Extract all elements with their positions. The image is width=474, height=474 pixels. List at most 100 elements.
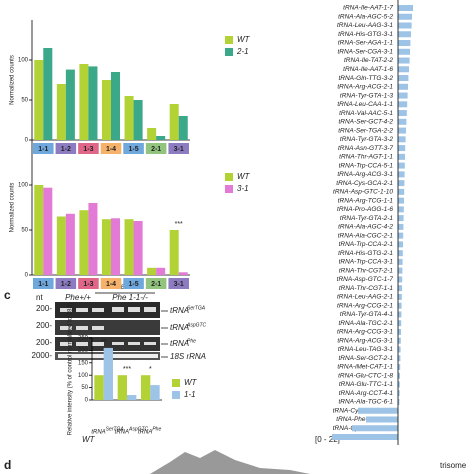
gel-arrows — [161, 310, 168, 358]
bar — [133, 100, 143, 140]
bar — [398, 302, 402, 309]
bar — [398, 241, 403, 248]
bar — [178, 272, 188, 275]
x-tick-label: 1-1 — [38, 281, 48, 288]
row-label: tRNA-Thr-CGT-1-1 — [339, 285, 394, 292]
row-label: tRNA-Ala-AGC-5-2 — [338, 13, 393, 20]
row-label: tRNA-Ile-AAT-1-7 — [343, 5, 393, 12]
bar — [398, 31, 411, 38]
gel-band-label: tRNA — [170, 306, 189, 315]
bar — [56, 216, 66, 275]
y-tick-label: 100 — [78, 373, 89, 379]
row-label: tRNA-Ala-TGC-6-1 — [338, 399, 393, 406]
bar — [398, 180, 405, 187]
gel-band-label: tRNA — [170, 323, 189, 332]
row-label: tRNA-Cys-GCA-2-1 — [336, 180, 393, 187]
gel-marker: 200- — [36, 321, 52, 330]
bar — [79, 210, 89, 275]
row-label: tRNA-Phe-GAA-1-1 — [336, 416, 393, 423]
category-box — [145, 278, 167, 289]
significance: *** — [123, 366, 131, 373]
bar — [398, 206, 404, 213]
row-label: tRNA-Arg-TCG-1-1 — [338, 197, 394, 204]
significance: ** — [101, 339, 107, 346]
bar — [101, 80, 111, 140]
gel-blot — [55, 320, 160, 335]
row-label: tRNA-Asp-GTC-1-7 — [337, 276, 394, 283]
row-label: tRNA-Arg-CCT-4-1 — [339, 390, 394, 397]
category-box — [168, 143, 189, 154]
x-tick-label: 1-5 — [129, 146, 139, 153]
bar — [352, 425, 398, 432]
bar — [398, 57, 410, 64]
row-label: tRNA-iMet-CAT-1-1 — [337, 364, 393, 371]
row-label: tRNA-Ser-CGA-3-1 — [337, 48, 393, 55]
row-label: tRNA-Ser-TGA-2-2 — [338, 127, 393, 134]
bar — [398, 66, 409, 73]
bar — [398, 267, 403, 274]
legend-swatch — [172, 391, 180, 399]
gel-band-label: Phe — [187, 338, 196, 344]
coverage-track — [150, 450, 310, 474]
bar — [127, 395, 137, 400]
row-label: tRNA-Leu-AAG-3-1 — [337, 22, 393, 29]
gel-lane: Phe+/+ — [65, 293, 91, 302]
x-tick-label: tRNA — [91, 430, 105, 436]
row-label: tRNA-Leu-TAG-3-1 — [338, 346, 394, 353]
bar — [88, 203, 98, 275]
legend-label: WT — [184, 378, 198, 387]
y-tick-label: 150 — [78, 360, 89, 366]
bar — [398, 258, 403, 265]
x-tick-label: 1-5 — [129, 281, 139, 288]
category-box — [145, 143, 167, 154]
bar — [398, 372, 400, 379]
bar — [147, 267, 157, 275]
gel-header: Brain — [113, 282, 132, 291]
row-label: tRNA-Leu-CAA-1-1 — [337, 101, 393, 108]
panel-label: c — [4, 288, 11, 302]
bar — [398, 22, 412, 29]
row-label: tRNA-Arg-CCG-2-1 — [337, 302, 393, 309]
gel-band-label: AspGTC — [186, 322, 207, 328]
gel-band-label: tRNA — [170, 339, 189, 348]
category-box — [78, 278, 99, 289]
bar — [124, 96, 134, 140]
legend-swatch — [225, 36, 233, 44]
bar — [178, 116, 188, 140]
row-label: tRNA-His-GTG-2-1 — [338, 250, 393, 257]
y-tick-label: 100 — [18, 183, 29, 189]
track-name: trisome — [440, 461, 467, 470]
track-range: [0 - 22] — [315, 435, 340, 444]
x-tick-label: 1-4 — [106, 281, 116, 288]
bar — [398, 5, 413, 11]
category-box — [33, 278, 54, 289]
bar — [398, 355, 401, 362]
bar — [169, 230, 179, 275]
bar — [34, 185, 44, 275]
row-label: tRNA-Pro-AGG-1-6 — [337, 206, 393, 213]
row-label: tRNA-Asn-GTT-3-7 — [338, 145, 393, 152]
bar — [398, 337, 401, 344]
row-label: tRNA-Ser-GCT-2-1 — [338, 355, 393, 362]
row-label: tRNA-Arg-ACG-2-1 — [337, 84, 393, 91]
track-label: WT — [82, 435, 96, 444]
category-box — [55, 278, 77, 289]
row-label: tRNA-Thr-CGT-2-1 — [339, 267, 394, 274]
bar — [332, 434, 398, 440]
y-tick-label: 50 — [81, 385, 88, 391]
x-tick-label: 1-1 — [38, 146, 48, 153]
bar — [398, 311, 402, 318]
bar — [398, 346, 401, 353]
bar — [398, 75, 409, 82]
bar — [94, 375, 104, 400]
bar — [101, 219, 111, 275]
row-label: tRNA-Ala-AGC-4-2 — [338, 224, 393, 231]
gel-band-label: SerTGA — [187, 305, 206, 311]
bar — [398, 171, 405, 178]
row-label: tRNA-Tyr-GTA-1-3 — [340, 92, 393, 99]
bar — [124, 219, 134, 275]
row-label: tRNA-Trp-CCA-2-1 — [339, 241, 394, 248]
legend-label: WT — [237, 172, 251, 181]
bar — [398, 250, 403, 257]
